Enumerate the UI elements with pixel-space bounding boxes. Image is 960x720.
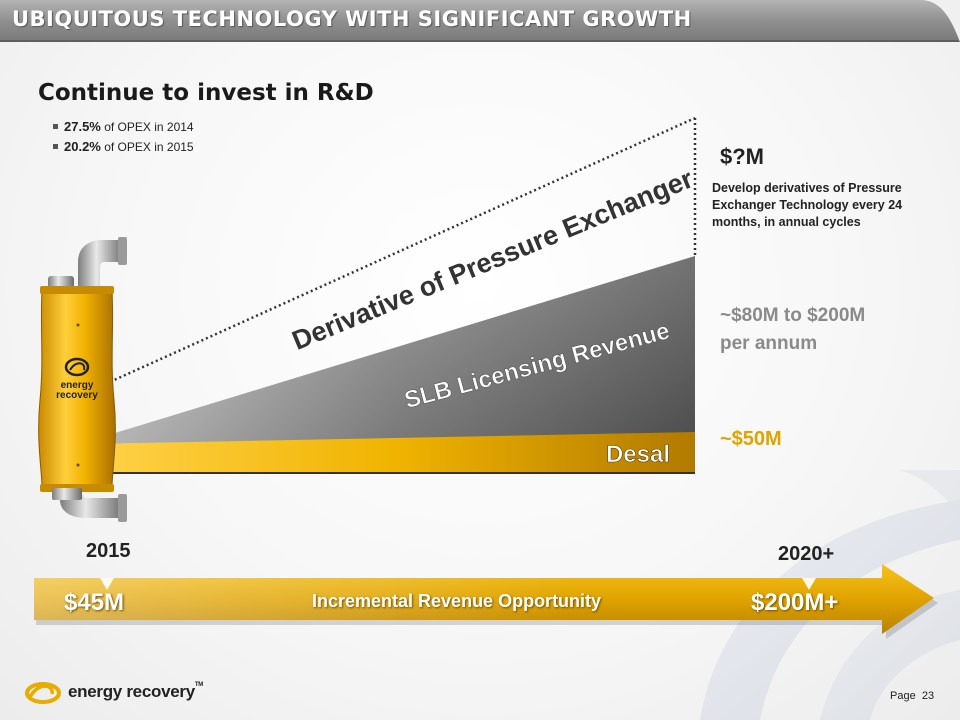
- main-heading: Continue to invest in R&D: [38, 80, 374, 106]
- bullet-text: of OPEX in 2014: [104, 120, 194, 134]
- bullet-value: 20.2%: [64, 139, 101, 154]
- desal-layer-label: Desal: [606, 441, 670, 468]
- page-number-value: 23: [921, 690, 935, 702]
- bullet-square-icon: [53, 144, 58, 150]
- page-label: Page: [890, 690, 916, 702]
- timeline-start-value: $45M: [64, 589, 125, 616]
- timeline-end-year: 2020+: [778, 543, 835, 565]
- derivative-description: Develop derivatives of Pressure Exchange…: [712, 181, 903, 229]
- footer-brand-text: energy recoveryTM: [68, 682, 203, 702]
- footer-logo-icon: [25, 682, 61, 704]
- bullet-text: of OPEX in 2015: [104, 140, 194, 154]
- slb-value-line1: ~$80M to $200M: [720, 305, 866, 326]
- bullet-opex-2015: 20.2% of OPEX in 2015: [53, 139, 194, 154]
- slide-title: UBIQUITOUS TECHNOLOGY WITH SIGNIFICANT G…: [12, 7, 692, 31]
- title-bar: [0, 0, 960, 42]
- device-logo-line1: energy: [61, 380, 94, 391]
- desal-value: ~$50M: [720, 428, 782, 450]
- device-logo-icon: [64, 357, 90, 377]
- end-marker-icon: [802, 578, 816, 590]
- footer-trademark: TM: [194, 682, 203, 688]
- slb-value: ~$80M to $200M per annum: [720, 302, 865, 358]
- top-pipe: [78, 240, 124, 290]
- timeline-label: Incremental Revenue Opportunity: [312, 591, 602, 611]
- pressure-exchanger-device: energy recovery: [38, 237, 127, 522]
- slb-value-line2: per annum: [720, 333, 818, 354]
- footer-brand-name: energy recovery: [68, 682, 195, 701]
- timeline-start-year: 2015: [86, 540, 131, 562]
- start-marker-icon: [100, 578, 114, 590]
- timeline-arrow: [34, 564, 938, 639]
- slb-wedge-shade: [92, 256, 695, 444]
- bullet-square-icon: [53, 124, 58, 130]
- timeline-end-value: $200M+: [751, 589, 839, 616]
- derivative-dotted-line: [91, 116, 696, 392]
- desal-band: [92, 432, 695, 472]
- page-number: Page 23: [890, 690, 934, 702]
- footer-logo: energy recoveryTM: [24, 678, 224, 708]
- derivative-value: $?M: [720, 144, 764, 169]
- device-logo-line2: recovery: [56, 390, 98, 401]
- bullet-opex-2014: 27.5% of OPEX in 2014: [53, 119, 194, 134]
- bullet-value: 27.5%: [64, 119, 101, 134]
